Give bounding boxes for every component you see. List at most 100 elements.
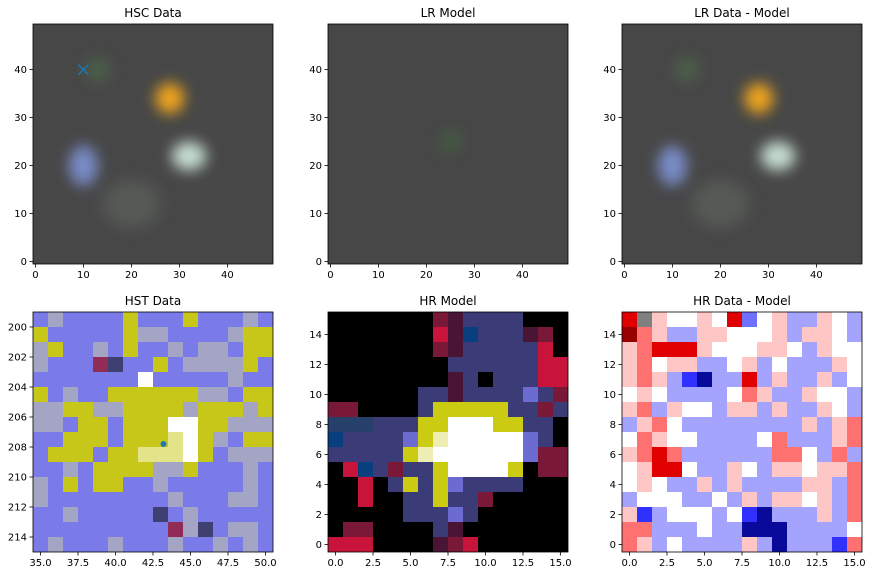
pixel-cell [228, 357, 244, 373]
pixel-cell [373, 537, 389, 552]
pixel-cell [538, 447, 554, 463]
pixel-cell [258, 417, 273, 433]
pixel-cell [153, 462, 169, 478]
pixel-cell [772, 477, 788, 493]
y-tick-label: 8 [610, 420, 616, 431]
pixel-cell [213, 537, 229, 552]
pixel-cell [667, 522, 683, 538]
pixel-cell [448, 522, 464, 538]
pixel-cell [772, 327, 788, 343]
pixel-cell [198, 387, 214, 403]
pixel-cell [637, 492, 653, 508]
pixel-cell [328, 477, 344, 493]
x-tick-label: 30 [173, 270, 186, 281]
pixel-cell [553, 507, 568, 523]
pixel-cell [388, 507, 404, 523]
pixel-cell [403, 327, 419, 343]
x-tick-label: 50.0 [254, 558, 276, 569]
pixel-cell [787, 462, 803, 478]
pixel-cell [153, 387, 169, 403]
pixel-cell [772, 342, 788, 358]
pixel-cell [48, 417, 64, 433]
pixel-cell [213, 402, 229, 418]
pixel-cell [418, 537, 434, 552]
pixel-cell [757, 447, 773, 463]
pixel-cell [847, 537, 862, 552]
pixel-cell [388, 387, 404, 403]
pixel-cell [93, 357, 109, 373]
x-tick-label: 30 [468, 270, 481, 281]
pixel-cell [433, 387, 449, 403]
pixel-cell [463, 522, 479, 538]
pixel-cell [817, 447, 833, 463]
y-tick-label: 10 [309, 390, 322, 401]
pixel-cell [243, 357, 259, 373]
panel-hsc_data: HSC Data 0 10 20 30 40 0 10 20 30 40 [14, 6, 274, 281]
x-tick-label: 15.0 [549, 558, 571, 569]
pixel-cell [403, 372, 419, 388]
pixel-cell [523, 417, 539, 433]
pixel-cell [78, 537, 94, 552]
pixel-cell [78, 432, 94, 448]
pixel-cell [373, 507, 389, 523]
image-lr_model [328, 24, 568, 264]
pixel-cell [258, 462, 273, 478]
pixel-cell [478, 402, 494, 418]
y-tick-label: 40 [603, 65, 616, 76]
axes-frame [621, 23, 863, 265]
pixel-cell [637, 462, 653, 478]
pixel-cell [343, 342, 359, 358]
y-tick-label: 10 [14, 209, 27, 220]
pixel-cell [508, 537, 524, 552]
pixel-cell [108, 327, 124, 343]
pixel-cell [138, 522, 154, 538]
pixel-cell [553, 342, 568, 358]
target-marker [160, 441, 167, 447]
pixel-cell [817, 327, 833, 343]
pixel-cell [168, 342, 184, 358]
pixel-cell [138, 342, 154, 358]
pixel-cell [168, 507, 184, 523]
pixel-cell [243, 462, 259, 478]
y-tick-label: 10 [603, 390, 616, 401]
pixel-cell [418, 402, 434, 418]
pixel-cell [697, 432, 713, 448]
pixel-cell [418, 387, 434, 403]
pixel-cell [33, 387, 49, 403]
pixel-cell [183, 417, 199, 433]
pixel-cell [258, 357, 273, 373]
pixel-cell [343, 402, 359, 418]
x-tick-label: 10 [372, 270, 385, 281]
pixel-cell [33, 357, 49, 373]
pixel-cell [667, 342, 683, 358]
pixel-cell [138, 492, 154, 508]
pixel-cell [138, 537, 154, 552]
pixel-cell [622, 342, 638, 358]
pixel-cell [123, 417, 139, 433]
pixel-cell [622, 327, 638, 343]
pixel-cell [228, 387, 244, 403]
pixel-cell [168, 372, 184, 388]
y-tick-label: 6 [610, 450, 616, 461]
pixel-cell [433, 507, 449, 523]
pixel-cell [727, 372, 743, 388]
x-tick-label: 10 [77, 270, 90, 281]
y-tick-label: 208 [8, 443, 27, 454]
pixel-cell [712, 537, 728, 552]
pixel-cell [478, 342, 494, 358]
x-tick-label: 40.0 [104, 558, 126, 569]
pixel-cell [772, 507, 788, 523]
y-tick-label: 14 [309, 330, 322, 341]
pixel-cell [787, 327, 803, 343]
pixel-cell [93, 432, 109, 448]
pixel-cell [448, 492, 464, 508]
x-tick-label: 40 [221, 270, 234, 281]
source-blob [171, 141, 207, 171]
pixel-cell [523, 372, 539, 388]
pixel-cell [138, 447, 154, 463]
pixel-cell [48, 372, 64, 388]
pixel-cell [463, 447, 479, 463]
pixel-cell [667, 432, 683, 448]
pixel-cell [78, 312, 94, 328]
pixel-cell [712, 417, 728, 433]
